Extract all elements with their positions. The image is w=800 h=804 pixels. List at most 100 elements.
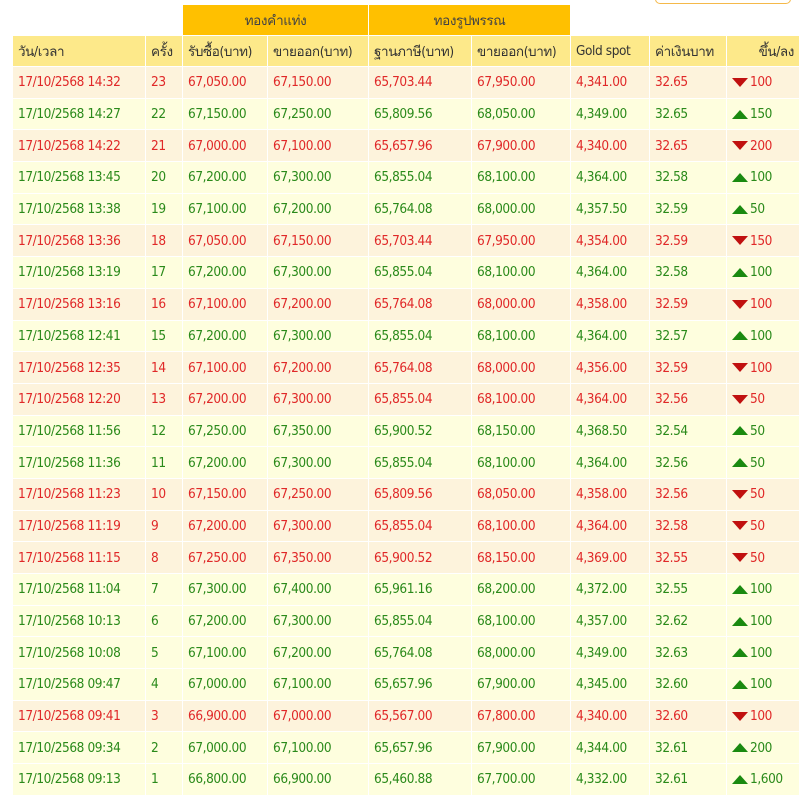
table-row: 17/10/2568 09:13 1 66,800.00 66,900.00 65,46… [13, 764, 799, 795]
arrow-down-icon [732, 236, 748, 246]
cell-bar-buy: 67,150.00 [183, 478, 267, 510]
cell-change: 100 [727, 162, 799, 193]
change-value: 50 [750, 549, 765, 566]
cell-bar-sell: 67,350.00 [268, 415, 368, 447]
cell-ornament-tax-base: 65,961.16 [369, 574, 471, 605]
table-row: 17/10/2568 13:19 17 67,200.00 67,300.00 65,8… [13, 257, 799, 288]
cell-count: 3 [146, 700, 182, 732]
table-row: 17/10/2568 12:41 15 67,200.00 67,300.00 65,8… [13, 320, 799, 352]
table-row: 17/10/2568 11:23 10 67,150.00 67,250.00 65,8… [13, 478, 799, 510]
cell-gold-spot: 4,340.00 [571, 700, 649, 732]
cell-ornament-tax-base: 65,855.04 [369, 257, 471, 288]
cell-change: 100 [727, 257, 799, 288]
group-header-gold-ornament: ทองรูปพรรณ [369, 5, 570, 35]
cell-thb-rate: 32.56 [650, 447, 726, 478]
change-value: 200 [750, 137, 772, 154]
cell-ornament-sell: 68,000.00 [472, 637, 570, 669]
cell-ornament-sell: 67,950.00 [472, 225, 570, 257]
cell-change: 150 [727, 98, 799, 130]
cell-bar-sell: 67,300.00 [268, 257, 368, 288]
cell-ornament-tax-base: 65,855.04 [369, 162, 471, 193]
cell-ornament-tax-base: 65,900.52 [369, 415, 471, 447]
cell-ornament-sell: 67,900.00 [472, 130, 570, 162]
cell-ornament-tax-base: 65,657.96 [369, 732, 471, 764]
cell-bar-buy: 67,200.00 [183, 447, 267, 478]
cell-count: 5 [146, 637, 182, 669]
cell-ornament-sell: 67,900.00 [472, 732, 570, 764]
cell-ornament-sell: 68,100.00 [472, 605, 570, 637]
cell-change: 200 [727, 130, 799, 162]
cell-change: 200 [727, 732, 799, 764]
arrow-up-icon [732, 109, 748, 119]
cell-bar-sell: 67,300.00 [268, 320, 368, 352]
table-row: 17/10/2568 14:32 23 67,050.00 67,150.00 65,7… [13, 67, 799, 98]
cell-thb-rate: 32.56 [650, 383, 726, 415]
cell-bar-buy: 67,150.00 [183, 98, 267, 130]
arrow-up-icon [732, 774, 748, 784]
cell-thb-rate: 32.59 [650, 225, 726, 257]
cell-date-time: 17/10/2568 09:34 [13, 732, 145, 764]
change-value: 200 [750, 739, 772, 756]
cell-thb-rate: 32.55 [650, 574, 726, 605]
cell-bar-sell: 67,300.00 [268, 383, 368, 415]
cell-date-time: 17/10/2568 09:13 [13, 764, 145, 795]
cell-date-time: 17/10/2568 13:38 [13, 193, 145, 225]
cell-count: 8 [146, 542, 182, 573]
cell-thb-rate: 32.59 [650, 193, 726, 225]
cell-gold-spot: 4,357.00 [571, 605, 649, 637]
table-row: 17/10/2568 14:22 21 67,000.00 67,100.00 65,6… [13, 130, 799, 162]
cell-ornament-sell: 68,100.00 [472, 383, 570, 415]
cell-date-time: 17/10/2568 13:16 [13, 288, 145, 320]
cell-bar-sell: 67,200.00 [268, 637, 368, 669]
cell-thb-rate: 32.65 [650, 67, 726, 98]
cell-ornament-tax-base: 65,567.00 [369, 700, 471, 732]
arrow-up-icon [732, 616, 748, 626]
table-row: 17/10/2568 09:34 2 67,000.00 67,100.00 65,65… [13, 732, 799, 764]
cell-thb-rate: 32.65 [650, 98, 726, 130]
arrow-down-icon [732, 299, 748, 309]
column-header-ornament-sell: ขายออก(บาท) [472, 36, 570, 66]
change-value: 50 [750, 391, 765, 408]
cell-count: 21 [146, 130, 182, 162]
cell-change: 100 [727, 67, 799, 98]
cell-ornament-sell: 68,100.00 [472, 257, 570, 288]
cell-count: 9 [146, 510, 182, 542]
cell-gold-spot: 4,345.00 [571, 669, 649, 700]
cell-date-time: 17/10/2568 11:15 [13, 542, 145, 573]
cell-ornament-sell: 68,000.00 [472, 193, 570, 225]
cell-gold-spot: 4,356.00 [571, 352, 649, 383]
cell-bar-sell: 67,200.00 [268, 193, 368, 225]
table-row: 17/10/2568 13:45 20 67,200.00 67,300.00 65,8… [13, 162, 799, 193]
cell-bar-buy: 67,000.00 [183, 732, 267, 764]
cell-change: 150 [727, 225, 799, 257]
cell-thb-rate: 32.58 [650, 257, 726, 288]
cell-bar-buy: 67,300.00 [183, 574, 267, 605]
cell-gold-spot: 4,358.00 [571, 478, 649, 510]
table-row: 17/10/2568 11:56 12 67,250.00 67,350.00 65,9… [13, 415, 799, 447]
change-value: 50 [750, 486, 765, 503]
cell-change: 100 [727, 700, 799, 732]
cell-count: 1 [146, 764, 182, 795]
cell-bar-buy: 67,100.00 [183, 288, 267, 320]
arrow-up-icon [732, 426, 748, 436]
change-value: 50 [750, 517, 765, 534]
change-value: 150 [750, 106, 772, 123]
cell-bar-sell: 67,150.00 [268, 225, 368, 257]
cell-gold-spot: 4,354.00 [571, 225, 649, 257]
cell-gold-spot: 4,344.00 [571, 732, 649, 764]
table-row: 17/10/2568 13:36 18 67,050.00 67,150.00 65,7… [13, 225, 799, 257]
table-row: 17/10/2568 13:38 19 67,100.00 67,200.00 65,7… [13, 193, 799, 225]
table-row: 17/10/2568 11:19 9 67,200.00 67,300.00 65,85… [13, 510, 799, 542]
cell-date-time: 17/10/2568 11:04 [13, 574, 145, 605]
cell-date-time: 17/10/2568 09:41 [13, 700, 145, 732]
change-value: 100 [750, 708, 772, 725]
arrow-down-icon [732, 363, 748, 373]
blank-header [571, 5, 799, 35]
cell-ornament-tax-base: 65,855.04 [369, 383, 471, 415]
cell-gold-spot: 4,341.00 [571, 67, 649, 98]
arrow-up-icon [732, 584, 748, 594]
change-value: 100 [750, 296, 772, 313]
cell-bar-buy: 67,050.00 [183, 225, 267, 257]
cell-thb-rate: 32.65 [650, 130, 726, 162]
cell-gold-spot: 4,364.00 [571, 383, 649, 415]
